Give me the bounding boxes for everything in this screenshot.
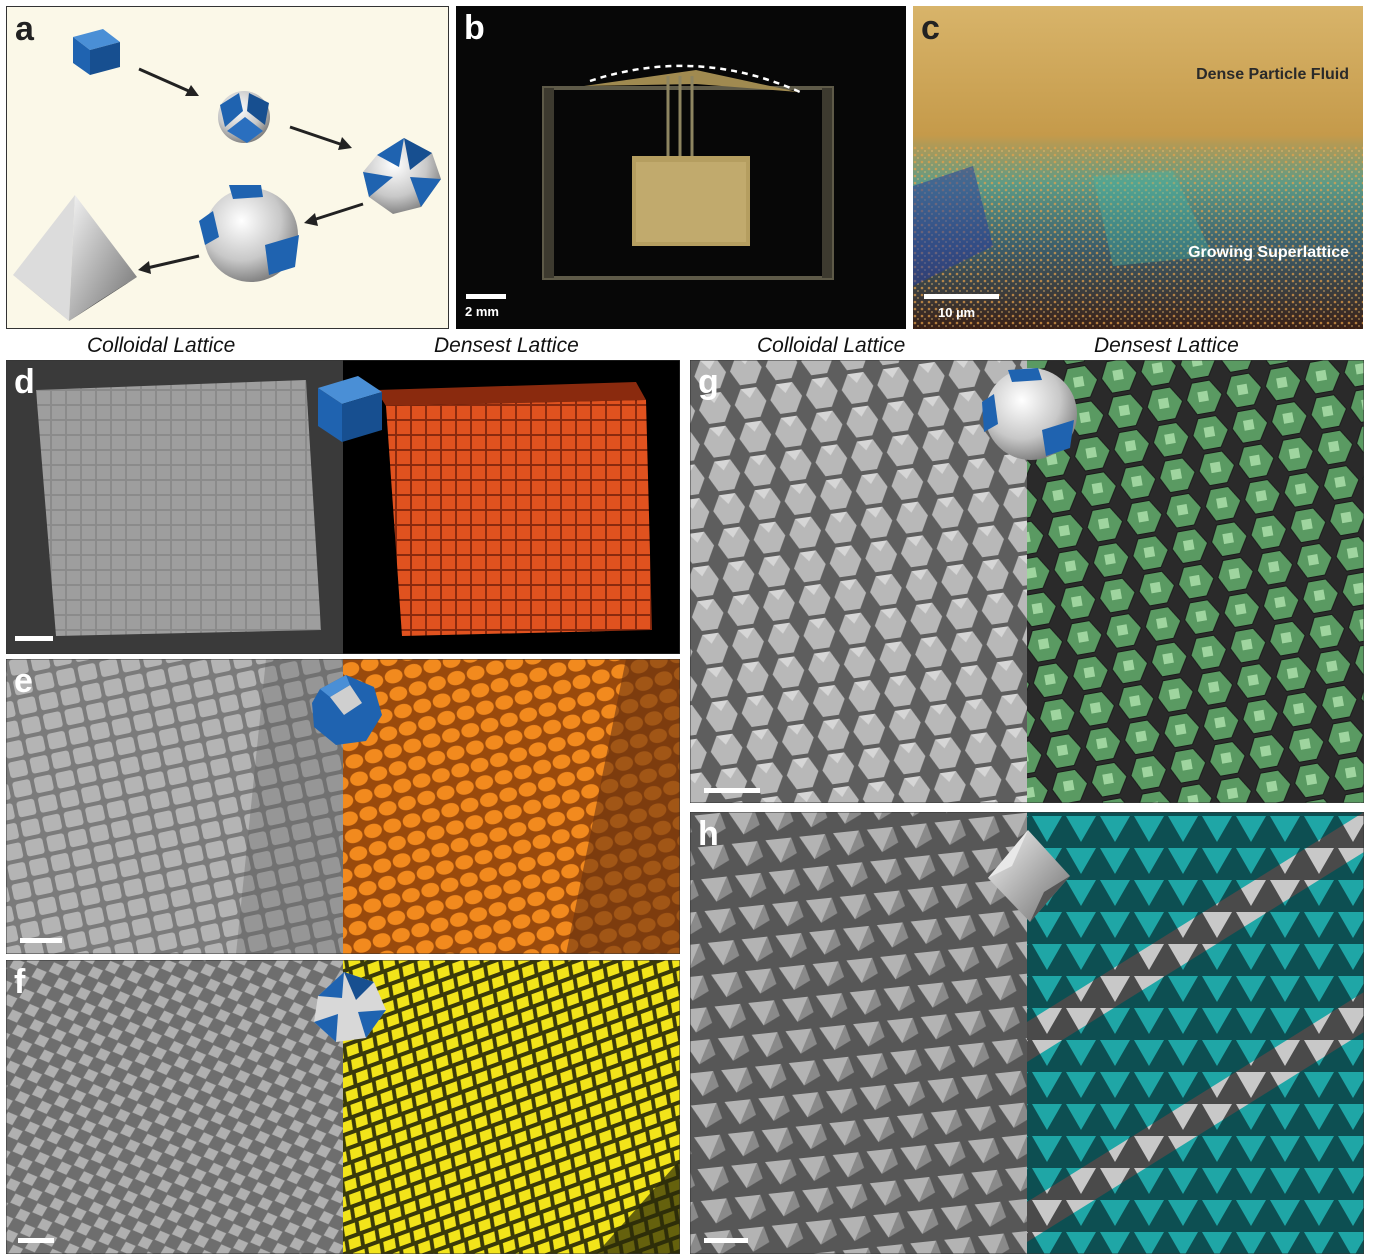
scale-bar <box>704 1238 748 1243</box>
panel-d-label: d <box>14 363 35 401</box>
panel-f-label: f <box>14 963 26 1001</box>
truncated-cube-particle-icon <box>218 91 270 143</box>
arrow-icon <box>289 125 352 150</box>
truncated-octahedron-particle-icon <box>982 368 1077 460</box>
panel-g-label: g <box>698 363 719 401</box>
panel-h-label: h <box>698 815 719 853</box>
panel-g: g <box>690 360 1364 803</box>
arrow-icon <box>138 67 199 96</box>
scale-bar <box>466 294 506 299</box>
header-left-densest: Densest Lattice <box>434 334 579 357</box>
scale-bar <box>20 938 62 943</box>
panel-d: d <box>6 360 680 654</box>
panel-c: c Dense Particle Fluid Growing Superlatt… <box>913 6 1363 329</box>
panel-b-label: b <box>464 9 485 47</box>
truncated-cube-lattice-comparison <box>6 659 680 954</box>
panel-f: f <box>6 960 680 1254</box>
cuboctahedron-lattice-comparison <box>6 960 680 1254</box>
scale-bar-label: 2 mm <box>465 304 499 319</box>
panel-c-label: c <box>921 9 940 47</box>
scale-bar <box>924 294 999 299</box>
panel-e: e <box>6 659 680 954</box>
scale-bar <box>15 636 53 641</box>
sample-cell-photo <box>456 6 906 329</box>
cube-particle-icon <box>318 376 382 442</box>
shape-evolution-diagram <box>13 29 441 321</box>
cuboctahedron-particle-icon <box>363 138 441 214</box>
header-right-colloidal: Colloidal Lattice <box>757 334 906 357</box>
scale-bar-label: 10 µm <box>938 305 976 320</box>
optical-micrograph <box>913 6 1363 329</box>
cuboctahedron-particle-icon <box>314 972 386 1042</box>
panel-a-label: a <box>15 10 34 48</box>
truncated-octahedron-particle-icon <box>199 185 299 282</box>
truncated-cube-particle-icon <box>312 675 382 745</box>
octahedron-lattice-comparison <box>690 812 1364 1254</box>
header-right-densest: Densest Lattice <box>1094 334 1239 357</box>
dense-particle-fluid-label: Dense Particle Fluid <box>1196 66 1349 83</box>
arrow-icon <box>304 202 364 226</box>
scale-bar <box>704 788 760 793</box>
panel-h: h <box>690 812 1364 1254</box>
panel-e-label: e <box>14 662 33 700</box>
octahedron-particle-icon <box>13 195 137 321</box>
cube-particle-icon <box>73 29 120 75</box>
cube-lattice-comparison <box>6 360 680 654</box>
octahedron-particle-icon <box>988 830 1070 922</box>
growing-superlattice-label: Growing Superlattice <box>1188 244 1349 261</box>
panel-a: a <box>6 6 449 329</box>
header-left-colloidal: Colloidal Lattice <box>87 334 236 357</box>
panel-b: b 2 mm <box>456 6 906 329</box>
arrow-icon <box>138 254 200 274</box>
truncated-octahedron-lattice-comparison <box>690 360 1364 803</box>
scale-bar <box>18 1238 54 1243</box>
